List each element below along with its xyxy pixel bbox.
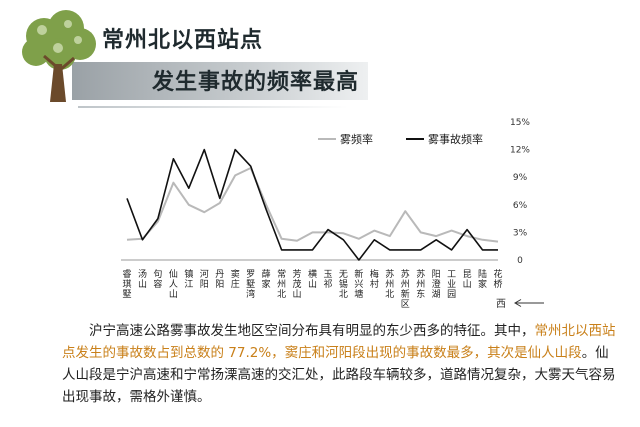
x-tick-label: 苏州东 [416,268,425,300]
arrow-left-icon [514,299,544,307]
x-tick-label: 梅村 [370,268,379,290]
x-tick-label: 薛家 [262,268,271,290]
series-line-2 [126,148,498,261]
line-chart: 0 3% 6% 9% 12% 15% 睿琪墅汤山句容仙人山镇江河阳丹阳窦庄罗墅湾薛家常州北芳… [121,118,530,310]
header-underline [78,106,348,108]
x-tick-label: 工业园 [447,270,456,300]
tree-icon [22,10,96,102]
x-tick-label: 花桥 [493,268,502,290]
x-tick-label: 仙人山 [169,268,178,300]
y-tick-label: 9% [513,173,528,183]
paragraph-part-2: 。仙人山段是宁沪高速和宁常扬溧高速的交汇处，此路段车辆较多，道路情况复杂，大雾天… [62,345,616,405]
x-tick-label: 横山 [308,268,317,290]
y-tick-label: 15% [510,118,530,128]
legend-label-1: 雾频率 [340,132,373,146]
x-tick-label: 无锡北 [339,269,348,300]
x-tick-label: 苏州新区 [401,268,410,310]
y-tick-label: 0 [517,256,523,266]
x-tick-label: 句容 [153,268,162,290]
x-tick-label: 罗墅湾 [246,269,255,300]
title-line-2: 发生事故的频率最高 [152,70,360,95]
paragraph-part-1: 沪宁高速公路雾事故发生地区空间分布具有明显的东少西多的特征。其中， [89,323,535,339]
x-tick-label: 丹阳 [215,269,224,290]
x-tick-label: 镇江 [184,268,193,290]
x-tick-label: 新兴塘 [354,268,363,300]
x-tick-label: 昆山 [463,269,472,290]
x-tick-label: 常州北 [277,268,286,300]
header-banner [72,62,368,100]
y-tick-label: 6% [513,201,528,211]
x-tick-label: 芳茂山 [293,268,302,300]
direction-label: 西 [496,299,506,310]
legend-label-2: 雾事故频率 [428,132,483,146]
x-tick-label: 苏州北 [385,268,394,300]
x-tick-label: 阳澄湖 [432,269,441,300]
x-tick-label: 河阳 [200,268,209,290]
y-tick-label: 3% [513,228,528,238]
description-paragraph: 沪宁高速公路雾事故发生地区空间分布具有明显的东少西多的特征。其中，常州北以西站点… [62,320,618,408]
paragraph-highlight: 常州北以西站点发生的事故数占到总数的 77.2%，窦庄和河阳段出现的事故数最多，… [62,323,616,361]
title-line-1: 常州北以西站点 [102,28,264,53]
series-line-1 [126,167,499,243]
x-tick-label: 窦庄 [231,268,240,290]
y-tick-label: 12% [510,146,530,156]
x-tick-label: 汤山 [138,269,147,290]
x-tick-label: 玉祁 [323,269,332,290]
x-tick-label: 睿琪墅 [122,268,131,300]
x-tick-label: 陆家 [478,268,487,290]
